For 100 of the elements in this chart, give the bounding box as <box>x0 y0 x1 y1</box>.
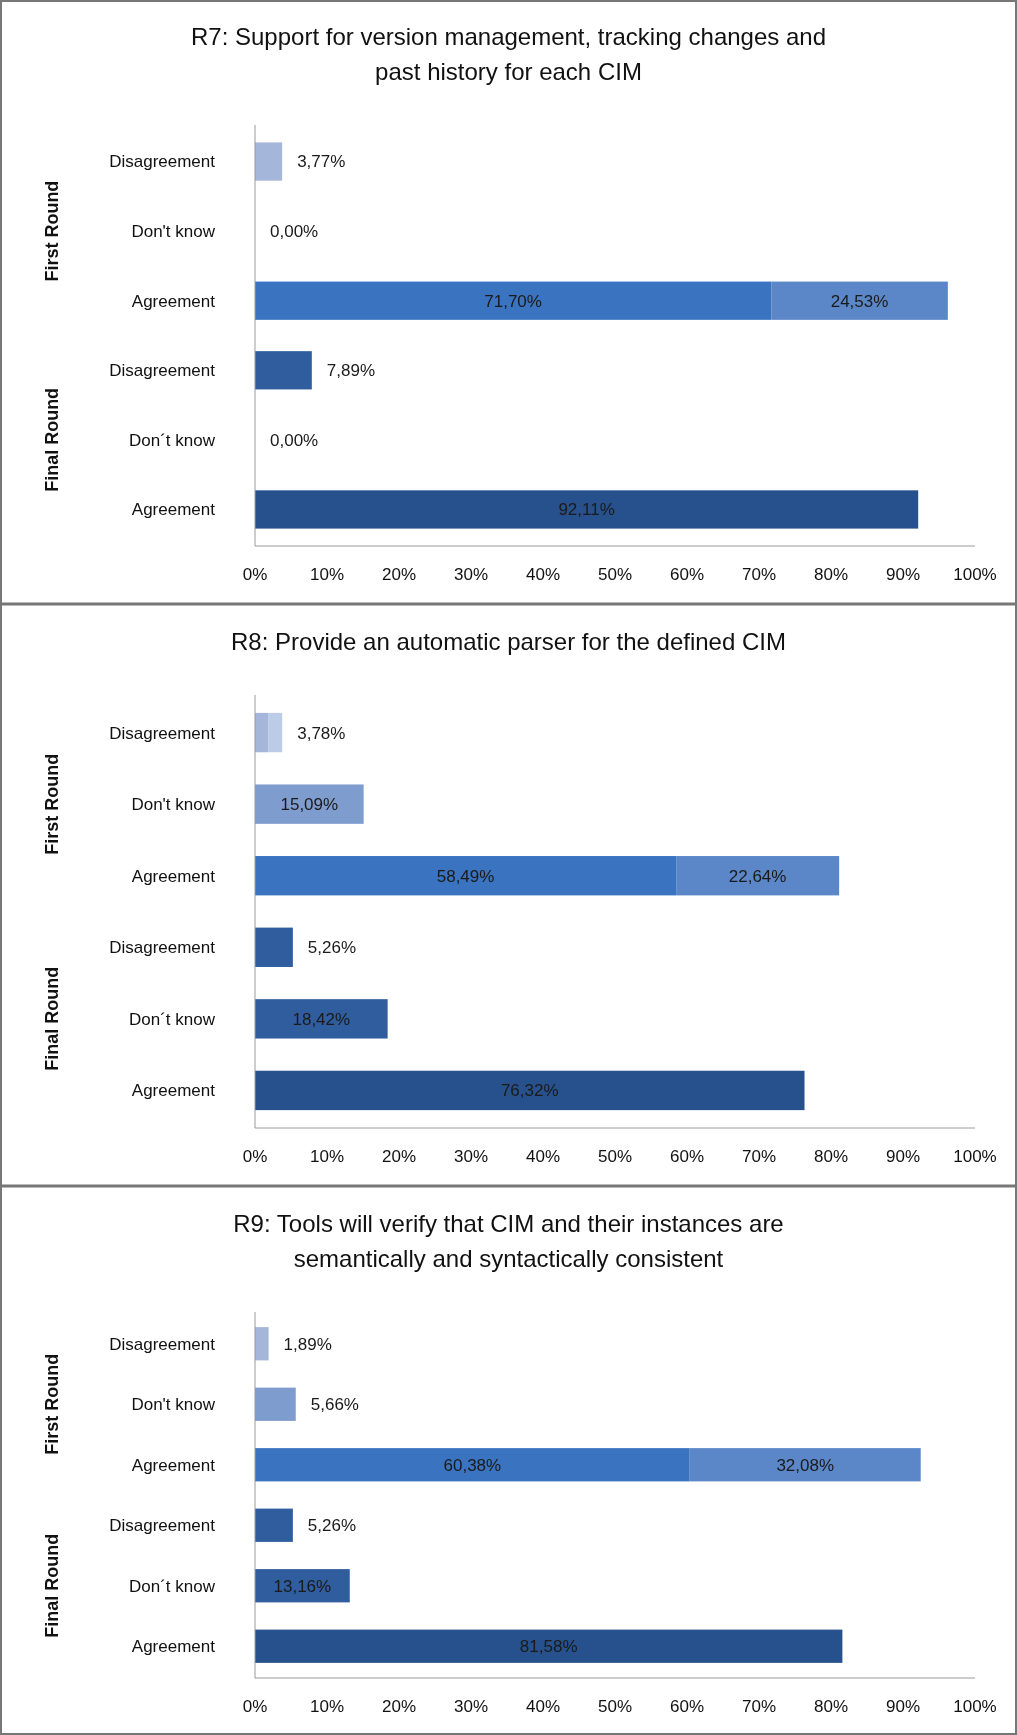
data-label: 5,66% <box>310 1395 359 1415</box>
data-label: 5,26% <box>307 938 357 958</box>
data-label: 22,64% <box>728 866 787 886</box>
bar <box>255 142 283 181</box>
x-tick-label: 30% <box>453 565 489 584</box>
x-tick-label: 90% <box>885 1147 921 1166</box>
x-tick-label: 80% <box>813 1147 849 1166</box>
data-label: 1,89% <box>283 1334 332 1354</box>
bar <box>268 712 283 753</box>
y-tick-label: Don´t know <box>129 430 216 450</box>
data-label: 32,08% <box>776 1455 835 1475</box>
y-tick-label: Disagreement <box>109 938 216 958</box>
data-label: 18,42% <box>292 1009 351 1029</box>
data-label: 24,53% <box>830 291 889 311</box>
data-label: 81,58% <box>519 1637 578 1657</box>
x-tick-label: 50% <box>597 1147 633 1166</box>
y-tick-label: Disagreement <box>109 361 216 381</box>
bar <box>255 1629 843 1663</box>
text: First Round <box>42 1353 63 1455</box>
y-tick-label: Don't know <box>131 222 216 242</box>
x-tick-label: 40% <box>525 565 561 584</box>
bar <box>676 856 840 896</box>
x-tick-label: 20% <box>381 1147 417 1166</box>
text: Final Round <box>42 966 63 1071</box>
x-tick-label: 90% <box>885 565 921 584</box>
data-label: 71,70% <box>484 291 542 311</box>
y-tick-label: Agreement <box>131 500 216 520</box>
x-tick-label: 10% <box>309 1147 345 1166</box>
x-tick-label: 20% <box>381 565 417 584</box>
text: Final Round <box>42 387 63 492</box>
bar <box>255 1508 293 1542</box>
text: First Round <box>42 753 63 855</box>
data-label: 5,26% <box>307 1516 357 1536</box>
y-tick-label: Disagreement <box>109 1516 216 1536</box>
bar <box>255 999 388 1039</box>
x-tick-label: 70% <box>741 565 777 584</box>
y-tick-label: Don't know <box>131 1395 216 1415</box>
data-label: 3,77% <box>297 152 346 172</box>
y-tick-label: Don´t know <box>129 1576 216 1596</box>
text: Final Round <box>42 1533 63 1638</box>
x-tick-label: 30% <box>453 1697 489 1716</box>
y-tick-label: Disagreement <box>109 723 216 743</box>
data-label: 60,38% <box>443 1455 502 1475</box>
bar <box>255 1387 296 1421</box>
bar <box>255 856 677 896</box>
x-tick-label: 10% <box>309 565 345 584</box>
y-tick-label: Agreement <box>131 866 216 886</box>
x-tick-label: 30% <box>453 1147 489 1166</box>
x-tick-label: 90% <box>885 1697 921 1716</box>
bar <box>255 927 293 967</box>
bar <box>255 712 269 753</box>
bar <box>255 1070 805 1111</box>
chart-title: R7: Support for version management, tracking changes and past history for each CIM <box>190 23 827 85</box>
x-tick-label: 100% <box>953 565 997 584</box>
x-tick-label: 40% <box>525 1147 561 1166</box>
x-tick-label: 100% <box>953 1147 997 1166</box>
x-tick-label: 60% <box>669 565 705 584</box>
data-label: 76,32% <box>500 1081 559 1101</box>
bar <box>255 490 919 529</box>
x-tick-label: 60% <box>669 1147 705 1166</box>
data-label: 92,11% <box>558 500 615 520</box>
bar <box>771 281 948 320</box>
bar <box>255 784 364 824</box>
y-tick-label: Disagreement <box>109 152 216 172</box>
bar <box>689 1448 921 1482</box>
x-tick-label: 0% <box>242 1147 268 1166</box>
y-tick-label: Agreement <box>131 291 216 311</box>
bar <box>255 351 312 390</box>
x-tick-label: 80% <box>813 1697 849 1716</box>
bar <box>255 1448 690 1482</box>
x-tick-label: 10% <box>309 1697 345 1716</box>
x-tick-label: 70% <box>741 1147 777 1166</box>
x-tick-label: 20% <box>381 1697 417 1716</box>
y-tick-label: Agreement <box>131 1081 216 1101</box>
y-tick-label: Don´t know <box>129 1009 216 1029</box>
data-label: 13,16% <box>273 1576 332 1596</box>
y-tick-label: Disagreement <box>109 1334 216 1354</box>
bar <box>255 1327 269 1361</box>
y-tick-label: Agreement <box>131 1637 216 1657</box>
chart-title: R9: Tools will verify that CIM and their instances are semantically and syntactically consistent <box>233 1210 784 1272</box>
y-tick-label: Don't know <box>131 795 216 815</box>
y-tick-label: Agreement <box>131 1455 216 1475</box>
x-tick-label: 70% <box>741 1697 777 1716</box>
text: First Round <box>42 180 63 282</box>
data-label: 0,00% <box>270 430 319 450</box>
x-tick-label: 100% <box>953 1697 997 1716</box>
x-tick-label: 60% <box>669 1697 705 1716</box>
x-tick-label: 40% <box>525 1697 561 1716</box>
x-tick-label: 0% <box>242 1697 268 1716</box>
data-label: 58,49% <box>436 866 495 886</box>
data-label: 15,09% <box>280 795 339 815</box>
chart-title: R8: Provide an automatic parser for the defined CIM <box>231 628 786 655</box>
data-label: 7,89% <box>326 361 376 381</box>
bar <box>255 281 772 320</box>
data-label: 0,00% <box>270 222 319 242</box>
x-tick-label: 50% <box>597 1697 633 1716</box>
x-tick-label: 50% <box>597 565 633 584</box>
x-tick-label: 0% <box>242 565 268 584</box>
total-label: 3,78% <box>297 723 346 743</box>
x-tick-label: 80% <box>813 565 849 584</box>
